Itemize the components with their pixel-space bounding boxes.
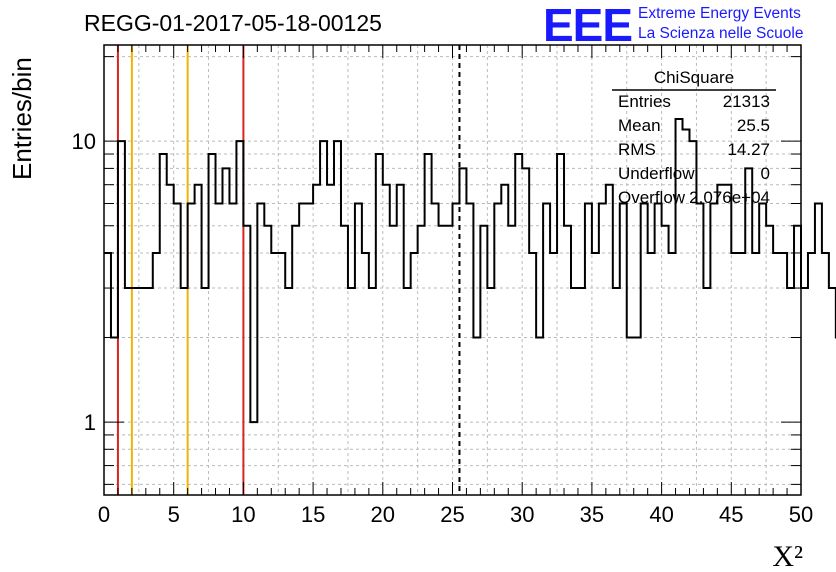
marker-lines — [116, 45, 461, 495]
stats-value: 21313 — [722, 92, 770, 111]
y-tick-label: 10 — [72, 129, 96, 154]
x-tick-labels: 0 5 10 15 20 25 30 35 40 45 50 — [98, 502, 813, 527]
stats-key: Entries — [618, 92, 671, 111]
logo-caption: Extreme Energy Events La Scienza nelle S… — [638, 4, 803, 44]
stats-box-title: ChiSquare — [653, 68, 735, 87]
x-axis-title: X² — [772, 540, 803, 572]
x-tick-label: 25 — [440, 502, 464, 527]
axis-ticks — [103, 45, 802, 495]
stats-value: 25.5 — [736, 116, 770, 135]
y-tick-label: 1 — [84, 410, 96, 435]
stats-box: ChiSquare Entries 21313 Mean 25.5 RMS 14… — [612, 66, 776, 210]
x-tick-label: 35 — [580, 502, 604, 527]
x-tick-label: 20 — [371, 502, 395, 527]
chart-title: REGG-01-2017-05-18-00125 — [84, 10, 382, 36]
stats-row-overflow: Overflow 2.076e+04 — [612, 186, 776, 210]
y-axis-title: Entries/bin — [7, 57, 37, 180]
stats-key: RMS — [618, 140, 656, 159]
eee-logo: EEE — [543, 0, 633, 51]
y-tick-labels: 1 10 — [72, 129, 96, 435]
stats-box-divider — [612, 89, 776, 91]
histogram-series — [104, 117, 836, 424]
x-tick-label: 40 — [649, 502, 673, 527]
x-tick-label: 50 — [789, 502, 813, 527]
stats-row-rms: RMS 14.27 — [612, 138, 776, 162]
stats-row-underflow: Underflow 0 — [612, 162, 776, 186]
x-tick-label: 5 — [168, 502, 180, 527]
x-tick-label: 30 — [510, 502, 534, 527]
stats-value: 0 — [760, 164, 770, 183]
x-tick-label: 45 — [719, 502, 743, 527]
x-tick-label: 0 — [98, 502, 110, 527]
stats-row-entries: Entries 21313 — [612, 90, 776, 114]
stats-key: Overflow — [618, 188, 686, 207]
logo-line-2: La Scienza nelle Scuole — [638, 25, 804, 42]
stats-key: Underflow — [618, 164, 695, 183]
logo-line-1: Extreme Energy Events — [638, 5, 801, 22]
stats-value: 14.27 — [727, 140, 770, 159]
stats-row-mean: Mean 25.5 — [612, 114, 776, 138]
x-tick-label: 15 — [301, 502, 325, 527]
stats-key: Mean — [618, 116, 661, 135]
x-tick-label: 10 — [231, 502, 255, 527]
stats-value: 2.076e+04 — [689, 188, 770, 207]
